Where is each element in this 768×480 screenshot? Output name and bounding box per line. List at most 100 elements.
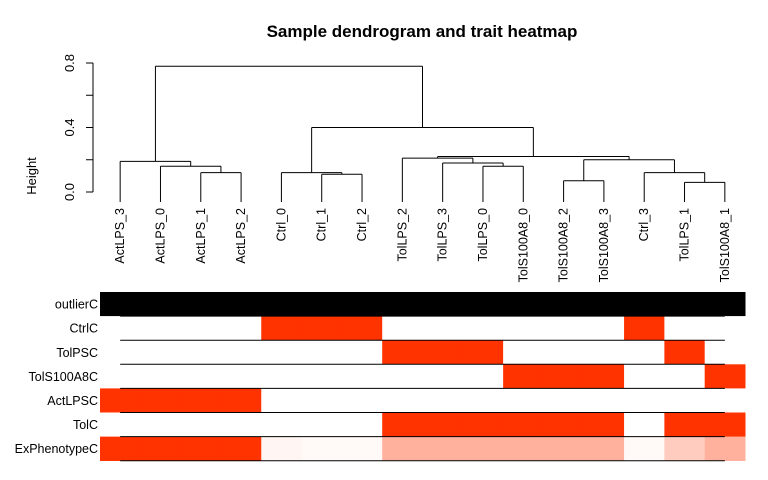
heatmap-cell	[503, 388, 544, 413]
heatmap-cell	[503, 412, 544, 437]
heatmap-cell	[704, 292, 746, 317]
heatmap-cell	[261, 388, 303, 413]
leaf-labels: ActLPS_3 ActLPS_0 ActLPS_1 ActLPS_2 Ctrl_0 Ct…	[113, 208, 732, 282]
heatmap-cell	[462, 412, 504, 437]
heatmap-cell	[382, 316, 423, 341]
heatmap-cell	[543, 388, 585, 413]
heatmap-cell	[261, 436, 303, 461]
leaf-label: ActLPS_2	[234, 208, 248, 264]
heatmap-cell	[664, 388, 706, 413]
leaf-label: TolLPS_2	[395, 208, 409, 262]
heatmap-cell	[100, 364, 141, 389]
heatmap-cell	[100, 316, 141, 341]
heatmap-cell	[583, 292, 625, 317]
heatmap-cell	[422, 436, 464, 461]
heatmap-cell	[422, 364, 464, 389]
heatmap-cell	[180, 364, 222, 389]
leaf-label: ActLPS_0	[153, 208, 167, 264]
heatmap-cell	[462, 292, 504, 317]
heatmap-cell	[220, 436, 262, 461]
heatmap-cell	[220, 292, 262, 317]
leaf-label: TolLPS_0	[476, 208, 490, 262]
heatmap-cell	[261, 340, 303, 365]
heatmap-cell	[422, 412, 464, 437]
heatmap-cell	[180, 340, 222, 365]
heatmap-cell	[624, 388, 665, 413]
heatmap-cell	[704, 364, 746, 389]
trait-row-labels: outlierC CtrlC TolPSC TolS100A8C ActLPSC TolC…	[15, 298, 98, 457]
heatmap-cell	[704, 340, 746, 365]
heatmap-cell	[543, 292, 585, 317]
y-tick-label: 0.0	[62, 183, 77, 201]
heatmap-cell	[583, 412, 625, 437]
heatmap-cell	[583, 388, 625, 413]
heatmap-cell	[382, 412, 423, 437]
heatmap-cell	[341, 364, 383, 389]
heatmap-cell	[543, 364, 585, 389]
heatmap-cell	[100, 340, 141, 365]
heatmap-cell	[140, 316, 182, 341]
heatmap-cell	[261, 412, 303, 437]
heatmap-cell	[583, 364, 625, 389]
heatmap-cell	[503, 340, 544, 365]
heatmap-cell	[140, 364, 182, 389]
heatmap-cell	[583, 340, 625, 365]
heatmap-cell	[261, 292, 303, 317]
heatmap-cell	[382, 388, 423, 413]
heatmap-cell	[462, 388, 504, 413]
heatmap-cell	[543, 316, 585, 341]
heatmap-cell	[301, 388, 343, 413]
y-axis-label: Height	[24, 157, 39, 195]
heatmap-cell	[462, 316, 504, 341]
heatmap-cell	[462, 340, 504, 365]
leaf-label: ActLPS_1	[194, 208, 208, 264]
leaf-label: Ctrl_0	[274, 208, 288, 241]
leaf-label: Ctrl_3	[637, 208, 651, 241]
heatmap-cell	[140, 388, 182, 413]
heatmap-cell	[140, 412, 182, 437]
y-axis: 0.0 0.4 0.8	[62, 54, 94, 201]
heatmap-cell	[503, 364, 544, 389]
heatmap-cell	[100, 412, 141, 437]
heatmap-cell	[301, 412, 343, 437]
heatmap-cell	[422, 340, 464, 365]
leaf-label: ActLPS_3	[113, 208, 127, 264]
heatmap-cell	[624, 364, 665, 389]
heatmap-cell	[100, 436, 141, 461]
trait-row-label: ExPhenotypeC	[15, 442, 98, 456]
heatmap-cell	[503, 292, 544, 317]
heatmap-cell	[100, 388, 141, 413]
heatmap-cell	[382, 436, 423, 461]
heatmap-cell	[543, 436, 585, 461]
leaf-label: TolLPS_3	[436, 208, 450, 262]
heatmap-cell	[140, 340, 182, 365]
heatmap-cell	[624, 436, 665, 461]
leaf-label: TolS100A8_1	[718, 208, 732, 282]
leaf-label: Ctrl_1	[315, 208, 329, 241]
heatmap-cell	[664, 436, 706, 461]
heatmap-cell	[462, 364, 504, 389]
heatmap-cell	[180, 412, 222, 437]
heatmap-cell	[704, 316, 746, 341]
heatmap-cell	[664, 340, 706, 365]
heatmap-cell	[341, 436, 383, 461]
heatmap-cell	[220, 340, 262, 365]
heatmap-cell	[180, 292, 222, 317]
chart-title: Sample dendrogram and trait heatmap	[267, 22, 578, 41]
y-tick-label: 0.4	[62, 118, 77, 136]
heatmap-cell	[301, 292, 343, 317]
heatmap-cell	[422, 316, 464, 341]
heatmap-cell	[422, 388, 464, 413]
heatmap-cell	[180, 388, 222, 413]
heatmap-cell	[503, 316, 544, 341]
heatmap-cell	[180, 436, 222, 461]
heatmap-cell	[704, 412, 746, 437]
heatmap-cell	[220, 364, 262, 389]
heatmap-cell	[301, 340, 343, 365]
heatmap-cell	[704, 436, 746, 461]
heatmap-cell	[624, 316, 665, 341]
heatmap-cell	[664, 316, 706, 341]
heatmap-cell	[261, 364, 303, 389]
heatmap-cell	[664, 292, 706, 317]
